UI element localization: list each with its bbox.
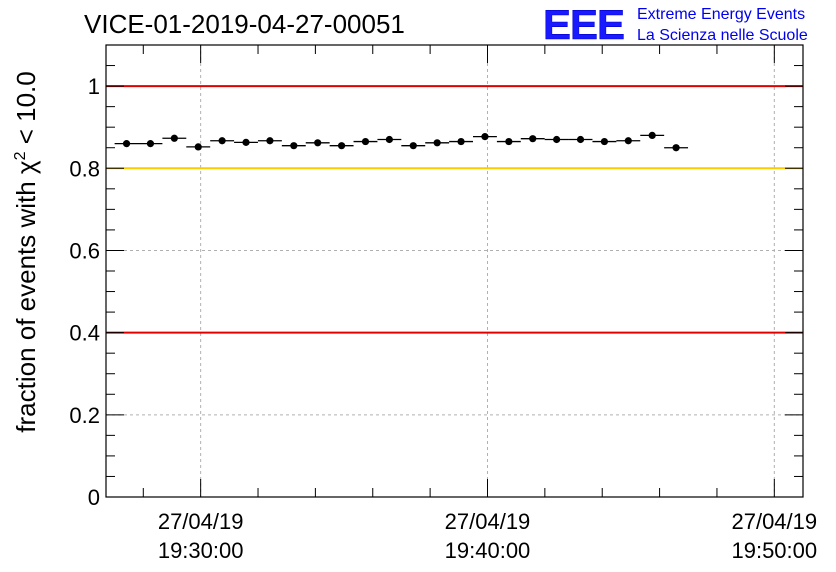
eee-logo-line1: Extreme Energy Events [637,6,805,23]
data-point [648,131,656,139]
data-point [553,135,561,144]
data-point [194,143,202,151]
grid-layer [106,45,803,497]
y-axis-label: fraction of events with χ2 < 10.0 [11,71,41,432]
data-point [146,140,155,148]
data-point [481,133,489,141]
data-point [385,135,393,144]
x-tick-date-label: 27/04/19 [445,509,531,534]
y-tick-label: 0 [88,485,100,510]
y-tick-label: 0.4 [69,321,100,346]
data-point [290,142,298,150]
data-point [672,144,680,152]
y-axis-label-prefix: fraction of events with [11,174,41,433]
data-point [457,137,465,146]
eee-logo-line2: La Scienza nelle Scuole [637,27,808,44]
x-tick-time-label: 19:30:00 [158,538,244,563]
data-point [600,137,609,146]
eee-logo: EEE Extreme Energy Events La Scienza nel… [543,1,808,49]
data-series [114,131,689,152]
x-tick-time-label: 19:50:00 [731,538,817,563]
data-point [242,138,250,146]
data-point [361,137,370,146]
x-tick-time-label: 19:40:00 [445,538,531,563]
y-tick-label: 0.6 [69,238,100,263]
y-tick-label: 1 [88,74,100,99]
y-axis-label-symbol: χ [11,160,41,174]
x-tick-date-label: 27/04/19 [731,509,817,534]
data-point [624,137,632,145]
data-point [409,142,417,150]
y-tick-label: 0.2 [69,403,100,428]
y-axis-label-sup: 2 [12,151,29,160]
plot-frame [105,44,804,498]
chart-title: VICE-01-2019-04-27-00051 [84,9,405,39]
data-point [266,137,274,145]
data-point [218,137,226,145]
data-point [505,137,513,146]
y-axis-label-suffix: < 10.0 [11,71,41,151]
reference-lines [106,85,803,334]
data-point [314,139,322,147]
data-point [433,139,441,147]
y-tick-label: 0.8 [69,156,100,181]
data-point [576,135,585,144]
data-point [337,142,346,150]
eee-logo-letters: EEE [543,1,624,48]
data-point [170,134,178,142]
data-point [529,135,537,143]
axes: 0 0.2 0.4 0.6 0.8 1 27/04/19 19:30:00 27/04/19 19… [69,44,817,563]
x-tick-date-label: 27/04/19 [158,509,244,534]
data-point [122,140,131,148]
